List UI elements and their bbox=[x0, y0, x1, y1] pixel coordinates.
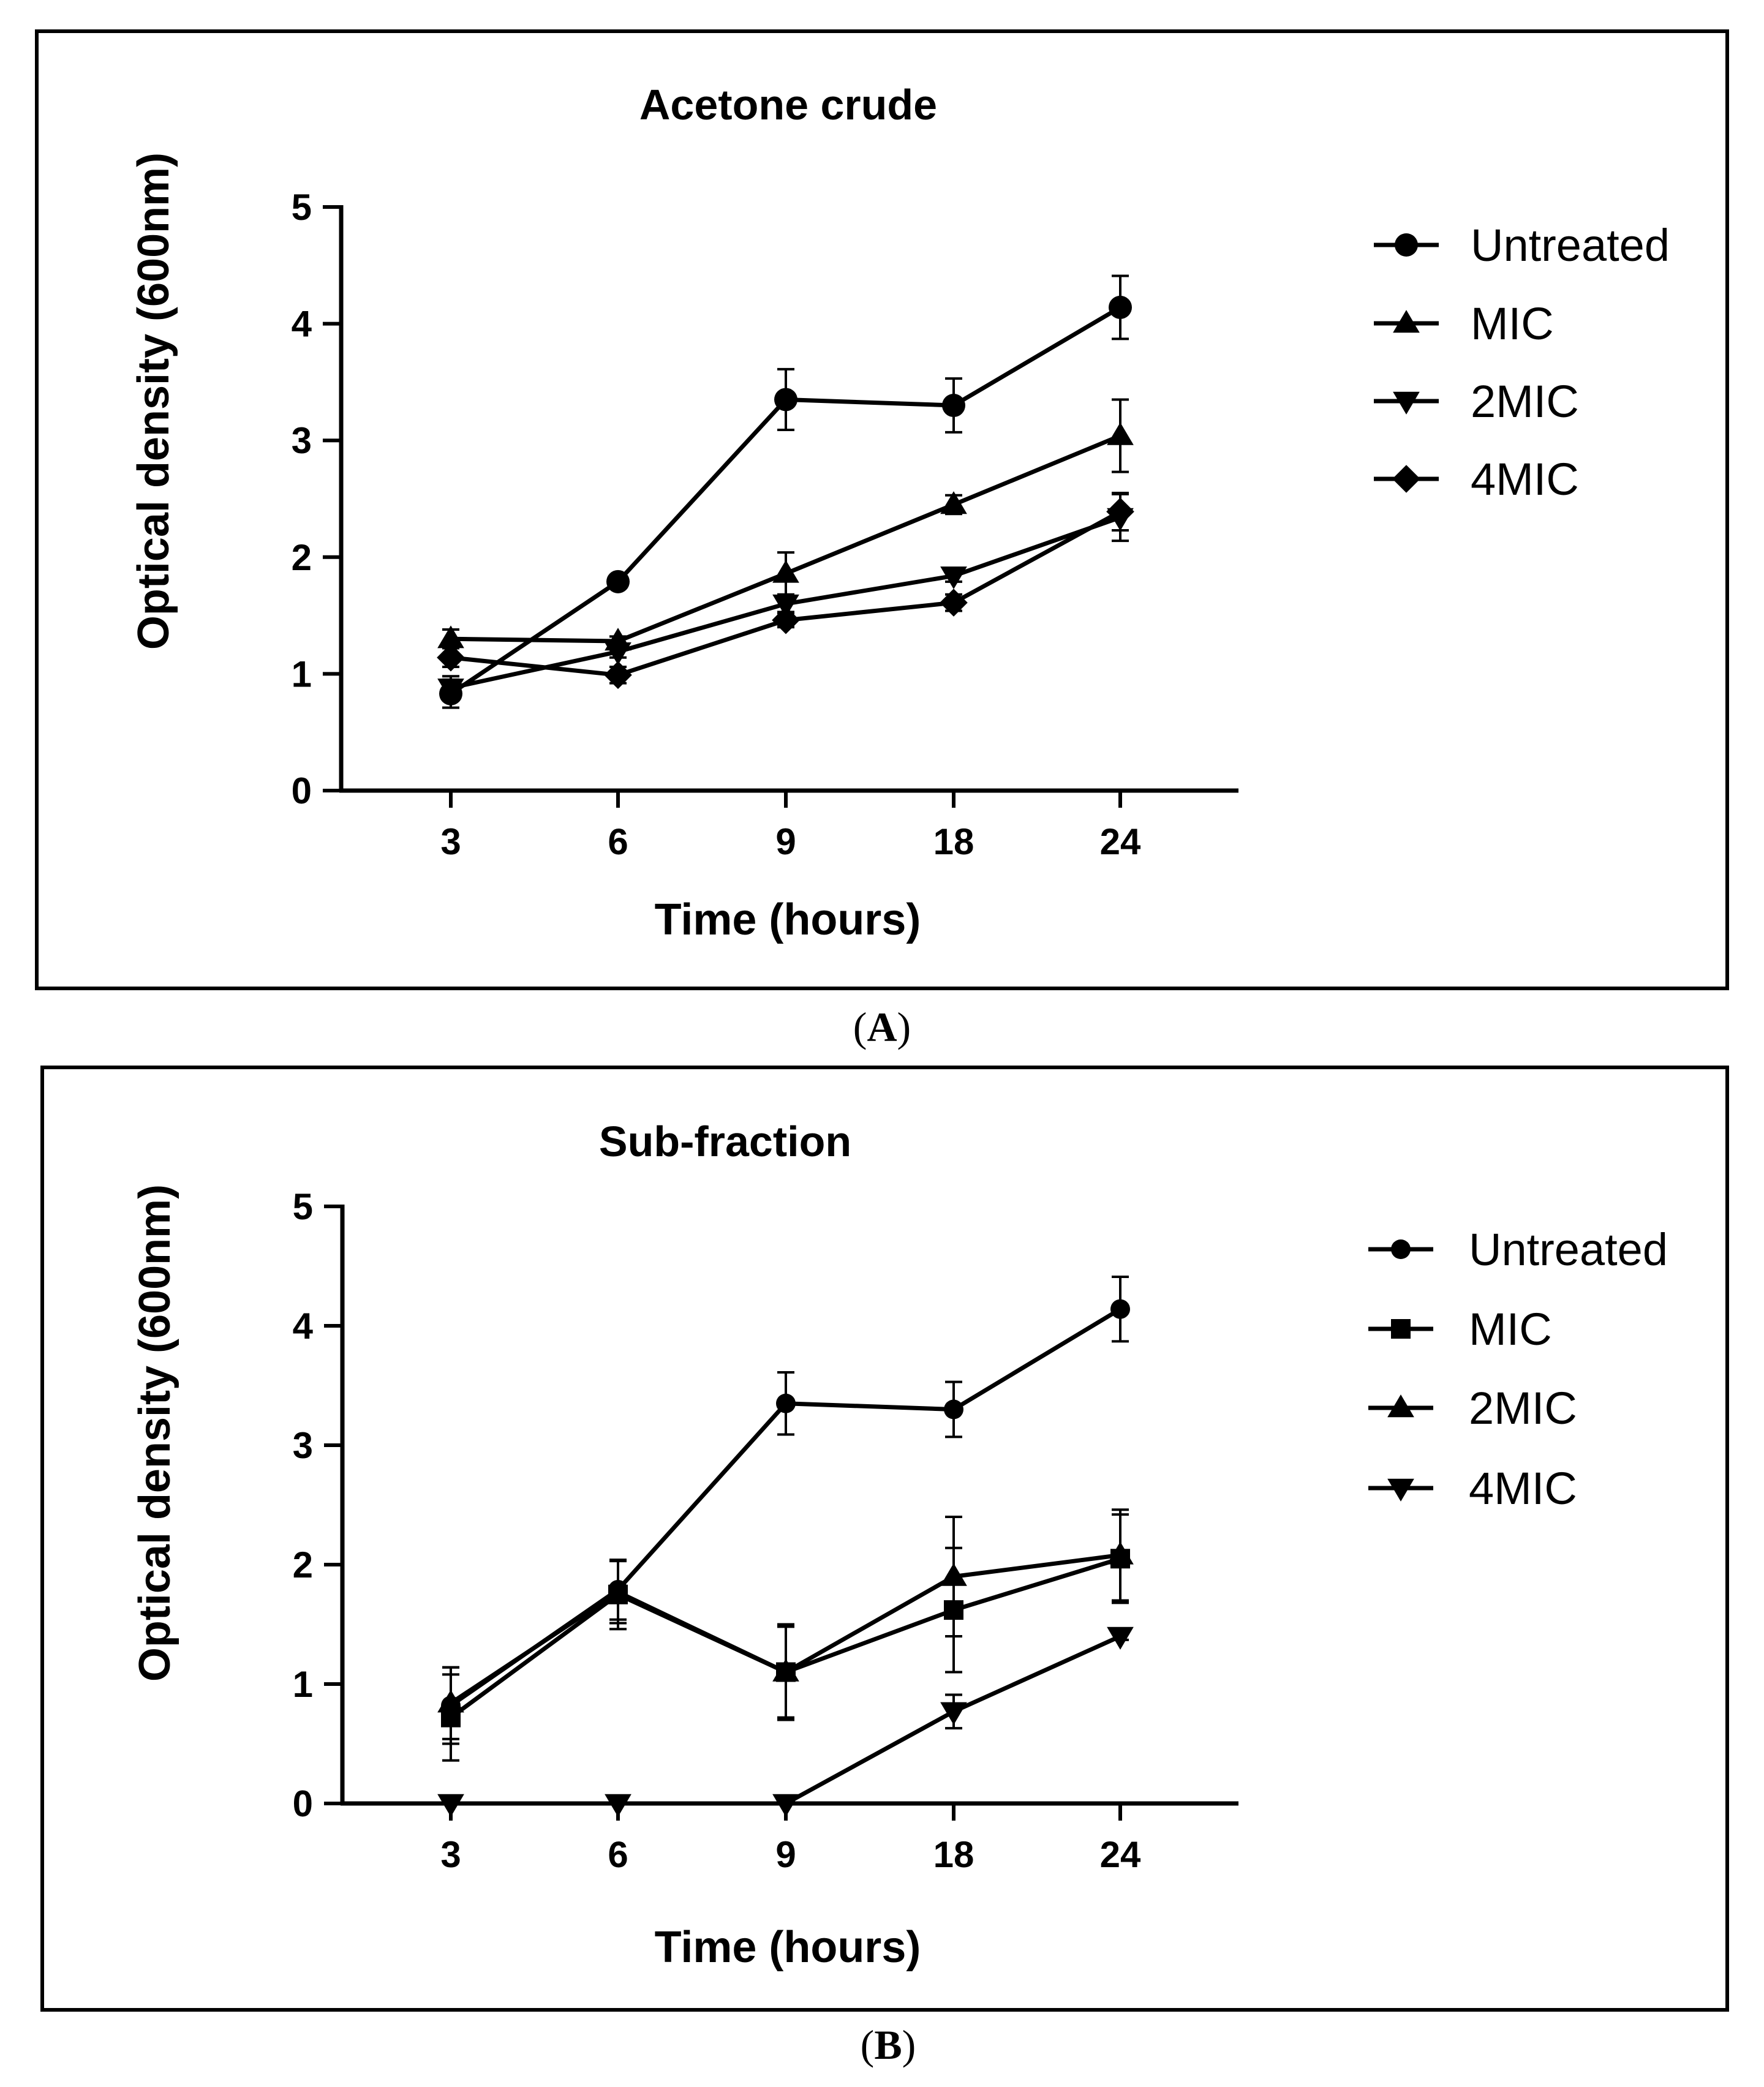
data-point bbox=[772, 1794, 799, 1817]
x-tick-label: 9 bbox=[775, 1834, 796, 1875]
data-point bbox=[940, 1563, 967, 1586]
chart-sub-fraction: Sub-fraction Optical density (600nm) Tim… bbox=[130, 1118, 1668, 1972]
data-point bbox=[605, 1794, 631, 1817]
data-point bbox=[1107, 1541, 1134, 1565]
y-tick-label: 1 bbox=[293, 1664, 313, 1705]
y-axis-label: Optical density (600nm) bbox=[130, 1184, 179, 1682]
data-point bbox=[772, 1658, 799, 1682]
legend-marker bbox=[1392, 465, 1420, 493]
data-point bbox=[942, 394, 965, 418]
data-point bbox=[940, 491, 967, 514]
y-tick-label: 2 bbox=[293, 1544, 313, 1585]
legend-label: Untreated bbox=[1469, 1224, 1668, 1275]
legend-marker bbox=[1393, 310, 1420, 333]
legend-label: 2MIC bbox=[1471, 376, 1579, 427]
data-point bbox=[437, 643, 465, 672]
data-point bbox=[437, 625, 464, 649]
legend-marker bbox=[1391, 1239, 1411, 1259]
data-point bbox=[1106, 497, 1134, 526]
data-point bbox=[772, 560, 799, 583]
legend-label: MIC bbox=[1471, 298, 1554, 349]
data-point bbox=[944, 1399, 963, 1420]
legend-marker bbox=[1395, 233, 1418, 257]
data-point bbox=[776, 1393, 796, 1413]
data-point bbox=[772, 594, 799, 617]
x-axis-label: Time (hours) bbox=[655, 1923, 921, 1972]
x-tick-label: 18 bbox=[933, 821, 974, 862]
y-tick-label: 4 bbox=[292, 304, 312, 345]
chart-title: Sub-fraction bbox=[599, 1118, 851, 1165]
panel-b: Sub-fraction Optical density (600nm) Tim… bbox=[40, 1066, 1729, 2012]
legend-label: Untreated bbox=[1471, 220, 1670, 271]
y-tick-label: 5 bbox=[292, 187, 312, 228]
data-point bbox=[1107, 422, 1134, 445]
data-point bbox=[437, 1690, 464, 1713]
panel-label-b: (B) bbox=[860, 2021, 916, 2068]
y-tick-label: 0 bbox=[292, 770, 312, 811]
y-tick-label: 3 bbox=[292, 420, 312, 461]
x-tick-label: 24 bbox=[1100, 1834, 1141, 1875]
legend-label: 4MIC bbox=[1469, 1463, 1577, 1514]
legend-marker bbox=[1387, 1478, 1414, 1502]
x-tick-label: 6 bbox=[608, 1834, 628, 1875]
chart-title: Acetone crude bbox=[639, 81, 937, 129]
data-point bbox=[774, 388, 797, 412]
y-tick-label: 2 bbox=[292, 537, 312, 578]
data-point bbox=[1110, 1299, 1130, 1319]
panel-a: Acetone crude Optical density (600nm) Ti… bbox=[35, 29, 1729, 990]
y-tick-label: 4 bbox=[293, 1306, 314, 1347]
legend-marker bbox=[1393, 391, 1420, 415]
legend-label: 2MIC bbox=[1469, 1383, 1577, 1434]
x-tick-label: 3 bbox=[440, 821, 461, 862]
legend-marker bbox=[1391, 1319, 1411, 1339]
panel-label-a: (A) bbox=[853, 1004, 911, 1050]
x-tick-label: 18 bbox=[933, 1834, 974, 1875]
y-tick-label: 0 bbox=[293, 1783, 313, 1824]
x-tick-label: 6 bbox=[608, 821, 628, 862]
data-point bbox=[437, 1794, 464, 1817]
y-tick-label: 3 bbox=[293, 1425, 313, 1466]
data-point bbox=[604, 661, 632, 690]
data-point bbox=[1107, 1626, 1134, 1650]
x-tick-label: 24 bbox=[1100, 821, 1141, 862]
legend-label: MIC bbox=[1469, 1304, 1552, 1355]
data-point bbox=[940, 588, 968, 617]
legend-marker bbox=[1387, 1394, 1414, 1418]
data-point bbox=[606, 570, 630, 593]
data-point bbox=[605, 1579, 631, 1602]
data-point bbox=[605, 642, 631, 666]
chart-acetone-crude: Acetone crude Optical density (600nm) Ti… bbox=[129, 81, 1670, 944]
x-tick-label: 3 bbox=[440, 1834, 461, 1875]
data-point bbox=[772, 606, 800, 634]
legend-label: 4MIC bbox=[1471, 454, 1579, 505]
y-tick-label: 1 bbox=[292, 653, 312, 694]
data-point bbox=[940, 566, 967, 590]
x-axis-label: Time (hours) bbox=[655, 895, 921, 944]
y-axis-label: Optical density (600nm) bbox=[129, 152, 178, 650]
data-point bbox=[437, 679, 464, 702]
data-point bbox=[1109, 295, 1132, 319]
data-point bbox=[940, 1702, 967, 1725]
series-line bbox=[450, 305, 1121, 696]
y-tick-label: 5 bbox=[293, 1186, 313, 1227]
x-tick-label: 9 bbox=[775, 821, 796, 862]
